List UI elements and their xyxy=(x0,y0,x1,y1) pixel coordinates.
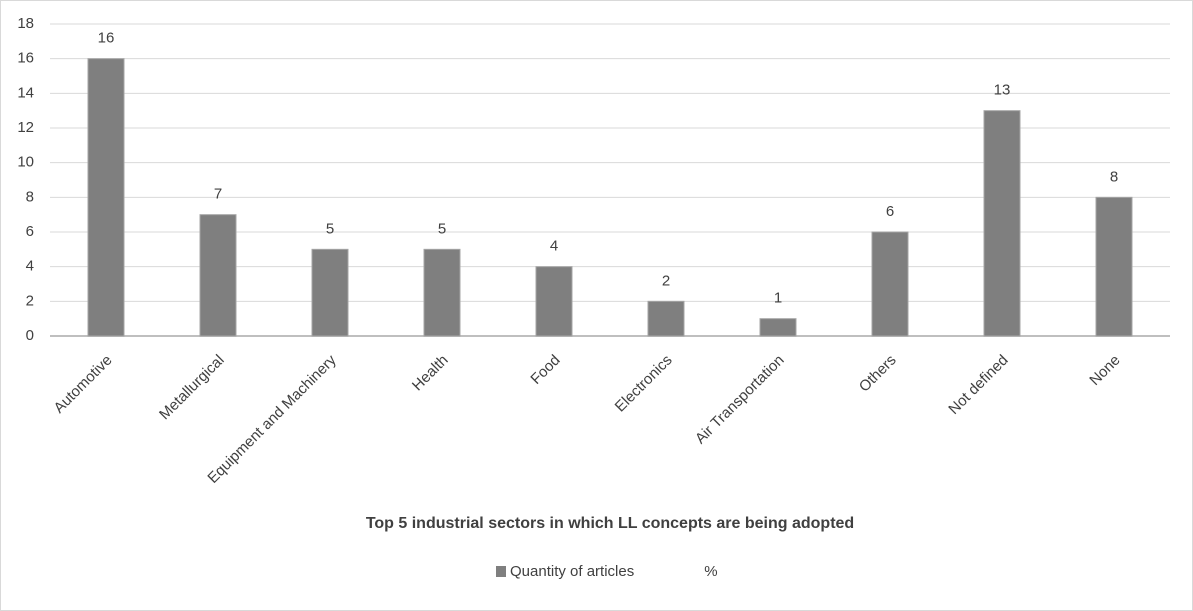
data-label: 7 xyxy=(214,186,222,203)
data-label: 8 xyxy=(1110,168,1118,185)
y-tick-label: 14 xyxy=(17,84,34,101)
data-label: 5 xyxy=(438,220,446,237)
y-tick-label: 12 xyxy=(17,119,34,136)
bar xyxy=(871,231,909,337)
y-tick-label: 0 xyxy=(26,327,34,344)
legend-marker xyxy=(496,566,506,577)
bar xyxy=(87,58,125,337)
bar xyxy=(759,318,797,337)
data-label: 6 xyxy=(886,203,894,220)
bar xyxy=(535,266,573,337)
bar xyxy=(647,300,685,337)
y-tick-label: 4 xyxy=(26,258,34,275)
y-tick-label: 10 xyxy=(17,154,34,171)
bar xyxy=(983,110,1021,337)
data-label: 1 xyxy=(774,290,782,307)
y-tick-label: 18 xyxy=(17,15,34,32)
bar xyxy=(423,248,461,337)
y-tick-label: 16 xyxy=(17,50,34,67)
legend-label: % xyxy=(704,563,717,580)
y-tick-label: 6 xyxy=(26,223,34,240)
bar xyxy=(311,248,349,337)
data-label: 4 xyxy=(550,238,558,255)
legend-label: Quantity of articles xyxy=(510,563,634,580)
data-label: 2 xyxy=(662,272,670,289)
data-label: 13 xyxy=(994,82,1011,99)
y-tick-label: 8 xyxy=(26,188,34,205)
y-tick-label: 2 xyxy=(26,292,34,309)
bar xyxy=(1095,196,1133,337)
data-label: 5 xyxy=(326,220,334,237)
x-axis-title: Top 5 industrial sectors in which LL con… xyxy=(366,515,854,532)
bar xyxy=(199,214,237,337)
data-label: 16 xyxy=(98,30,115,47)
